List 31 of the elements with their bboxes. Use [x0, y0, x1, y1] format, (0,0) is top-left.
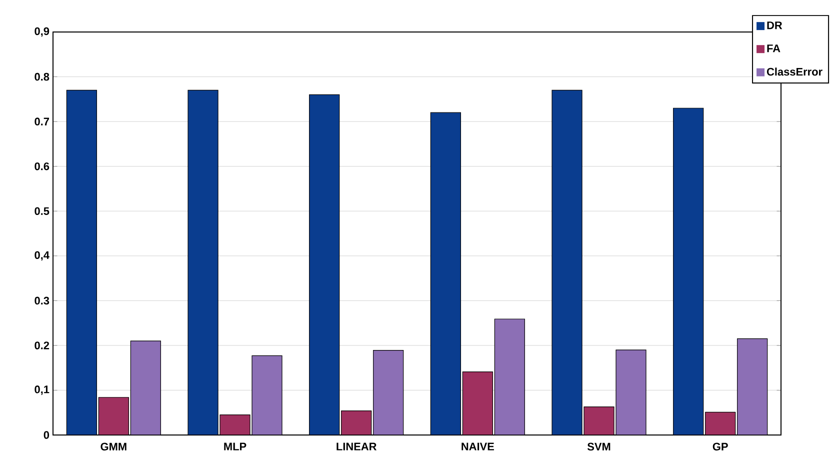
bar — [737, 338, 768, 435]
y-tick-label: 0 — [44, 431, 50, 439]
y-tick-label: 0,4 — [34, 251, 50, 261]
y-tick-label: 0.2 — [34, 342, 50, 350]
y-tick-label: 0.6 — [34, 162, 50, 170]
bar — [673, 108, 704, 435]
x-tick-label: MLP — [224, 442, 246, 450]
legend-label: ClassError — [766, 68, 822, 76]
y-tick-label: 0.8 — [34, 72, 50, 81]
bar — [130, 340, 161, 435]
bar — [430, 112, 461, 435]
x-tick-label: NAIVE — [462, 442, 494, 450]
y-tick-label: 0.7 — [34, 118, 50, 126]
y-tick-label: 0.3 — [34, 296, 50, 305]
bar — [66, 90, 97, 435]
bar — [252, 355, 282, 435]
bar — [552, 90, 582, 435]
x-tick-label: SVM — [587, 442, 610, 451]
x-tick-label: GMM — [100, 442, 126, 451]
bar — [616, 350, 646, 435]
bar — [309, 94, 340, 435]
x-tick-label: GP — [712, 442, 728, 451]
bar — [373, 350, 404, 435]
legend-label: FA — [767, 44, 780, 52]
y-tick-label: 0,1 — [34, 386, 50, 395]
bar — [188, 90, 218, 435]
bar — [494, 318, 525, 435]
y-tick-label: 0.5 — [34, 207, 50, 215]
y-tick-label: 0,9 — [34, 27, 50, 37]
x-tick-label: LINEAR — [336, 442, 377, 450]
legend-label: DR — [767, 22, 782, 30]
